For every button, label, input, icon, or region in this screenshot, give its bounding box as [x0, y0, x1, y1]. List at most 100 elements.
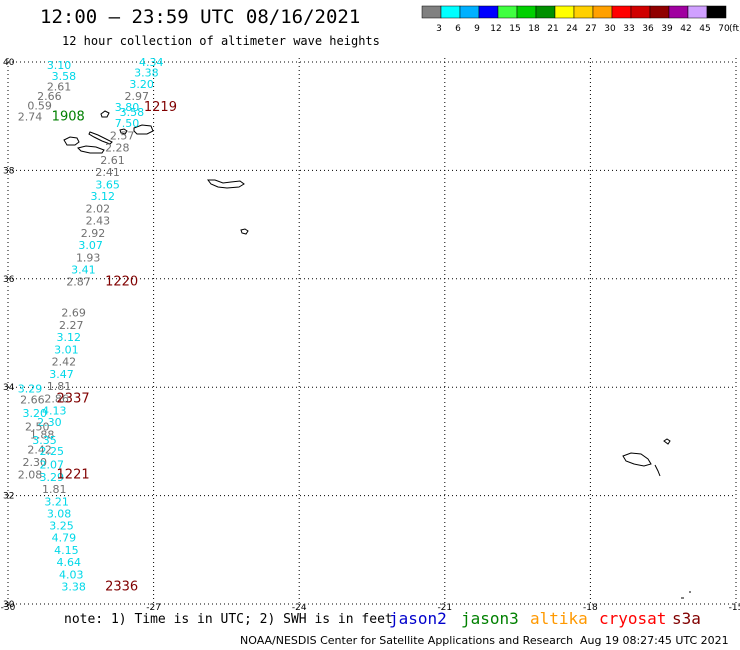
colorbar-label: 33 — [623, 24, 634, 34]
lat-lon-grid — [7, 58, 737, 605]
island-faial — [63, 136, 80, 146]
swh-reading: 0.59 — [27, 100, 52, 113]
lat-tick-label: 30 — [3, 600, 15, 610]
sat-altika: altika — [530, 609, 588, 628]
pass-time-label: 1220 — [105, 274, 138, 289]
swh-reading: 3.38 — [134, 67, 159, 80]
pass-time-label: 2336 — [105, 579, 138, 594]
lon-tick-label: -27 — [146, 603, 161, 610]
swh-reading: 2.92 — [81, 227, 106, 240]
swh-reading: 4.15 — [54, 544, 79, 557]
sat-cryosat: cryosat — [599, 609, 667, 628]
island-sao-jorge — [88, 131, 113, 145]
swh-reading: 2.43 — [86, 215, 111, 228]
colorbar-label: 42 — [680, 24, 691, 34]
sat-s3a: s3a — [672, 609, 701, 628]
lon-tick-label: -21 — [437, 603, 452, 610]
swh-reading: 2.87 — [66, 275, 91, 288]
swh-reading: 4.13 — [42, 404, 66, 417]
island-desertas — [654, 464, 661, 477]
colorbar-label: 18 — [528, 24, 540, 34]
colorbar-label: 27 — [585, 24, 596, 34]
swh-reading: 2.42 — [27, 443, 52, 456]
island-terceira — [133, 124, 154, 135]
colorbar-label: 6 — [455, 24, 461, 34]
swh-reading: 2.97 — [124, 90, 149, 103]
pass-time-label: 1219 — [144, 100, 177, 115]
swh-reading: 3.08 — [47, 507, 72, 520]
swh-reading: 3.12 — [91, 190, 116, 203]
swh-reading: 1.81 — [42, 483, 66, 496]
swh-reading: 3.01 — [54, 344, 79, 357]
swh-reading: 3.41 — [71, 263, 96, 276]
swh-reading: 3.58 — [52, 70, 77, 83]
wave-readings: 4.343.103.383.583.202.612.972.660.59 3.80… — [18, 56, 164, 594]
lon-tick-label: -24 — [292, 603, 307, 610]
swh-reading: 2.07 — [40, 459, 64, 472]
sat-jason3: jason3 — [461, 609, 519, 628]
swh-reading: 2.66 — [20, 393, 44, 406]
footer-note: note: 1) Time is in UTC; 2) SWH is in fe… — [64, 612, 393, 627]
colorbar-label: 12 — [490, 24, 501, 34]
swh-reading: 2.74 — [18, 111, 42, 124]
sat-jason2: jason2 — [389, 609, 447, 628]
swh-reading: 3.20 — [129, 78, 154, 91]
colorbar-label: 70 — [718, 24, 730, 34]
coastline — [63, 110, 691, 599]
colorbar-label: 30 — [604, 24, 616, 34]
swh-reading: 3.10 — [47, 59, 72, 72]
island-pico — [77, 145, 105, 154]
swh-reading: 3.38 — [61, 580, 86, 593]
swh-reading: 4.03 — [59, 569, 84, 582]
swh-reading: 4.79 — [52, 532, 77, 545]
map-title: 12:00 – 23:59 UTC 08/16/2021 — [40, 6, 361, 28]
map-subtitle: 12 hour collection of altimeter wave hei… — [62, 34, 380, 48]
swh-reading: 2.30 — [23, 456, 47, 469]
swh-reading: 1.81 — [47, 380, 72, 393]
swh-reading: 2.42 — [52, 356, 77, 369]
swh-reading: 2.30 — [37, 416, 62, 429]
island-graciosa — [119, 128, 128, 135]
island-corvo — [100, 110, 110, 118]
colorbar-label: 45 — [699, 24, 710, 34]
swh-reading: 2.57 — [110, 130, 135, 143]
pass-time-label: 1908 — [52, 110, 85, 125]
swh-reading: 2.28 — [105, 141, 130, 154]
swh-reading: 1.88 — [30, 429, 55, 442]
swh-reading: 3.47 — [49, 368, 74, 381]
swh-reading: 2.27 — [59, 319, 84, 332]
island-santa-maria — [240, 228, 249, 235]
swh-reading: 2.08 — [18, 468, 42, 481]
swh-reading: 3.80 — [115, 101, 140, 114]
swh-reading: 3.12 — [57, 331, 82, 344]
colorbar-swatch — [706, 5, 727, 19]
swh-reading: 2.25 — [40, 445, 64, 458]
pass-times: 1219 1908 1220 2337 1221 2336 — [52, 100, 177, 595]
swh-reading: 3.20 — [23, 407, 47, 420]
swh-reading: 4.34 — [139, 56, 164, 69]
lon-tick-label: -18 — [583, 603, 598, 610]
swh-reading: 1.93 — [76, 251, 101, 264]
issued-timestamp: Aug 19 08:27:45 UTC 2021 — [580, 634, 729, 647]
island-porto-santo — [663, 438, 671, 445]
swh-reading: 2.86 — [44, 392, 69, 405]
swh-reading: 2.66 — [37, 90, 62, 103]
swh-reading: 3.29 — [40, 471, 64, 484]
swh-reading: 3.35 — [32, 434, 57, 447]
swh-reading: 3.21 — [44, 495, 69, 508]
lat-tick-label: 38 — [3, 166, 15, 176]
swh-reading: 2.02 — [86, 203, 111, 216]
swh-reading: 3.65 — [95, 178, 120, 191]
colorbar-label: 24 — [566, 24, 578, 34]
pass-time-label: 1221 — [57, 467, 90, 482]
swh-reading: 7.50 — [115, 117, 140, 130]
lon-tick-label: -30 — [1, 603, 16, 610]
colorbar-label: 36 — [642, 24, 654, 34]
swh-reading: 2.61 — [47, 81, 72, 94]
colorbar-label: 3 — [436, 24, 442, 34]
swh-reading: 2.61 — [100, 154, 125, 167]
swh-reading: 3.07 — [78, 239, 103, 252]
swh-reading: 4.64 — [57, 556, 82, 569]
island-selvagens — [681, 591, 691, 599]
